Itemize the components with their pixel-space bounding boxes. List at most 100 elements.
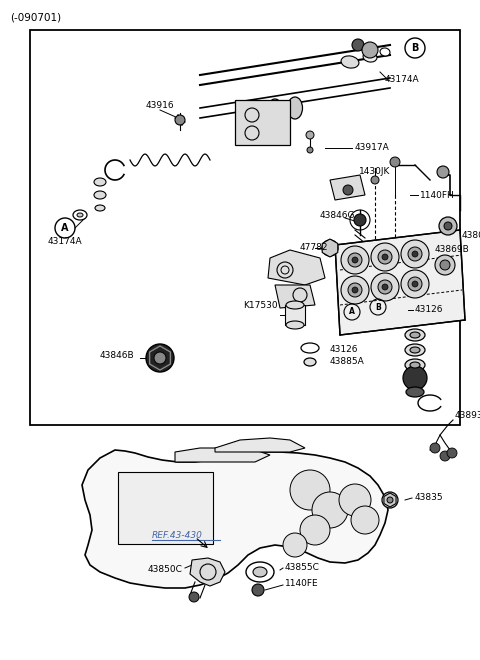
- Polygon shape: [268, 250, 325, 285]
- Ellipse shape: [304, 358, 316, 366]
- Circle shape: [430, 443, 440, 453]
- Polygon shape: [82, 450, 388, 588]
- Text: 43893A: 43893A: [455, 411, 480, 420]
- Ellipse shape: [406, 387, 424, 397]
- Polygon shape: [235, 100, 290, 145]
- Ellipse shape: [410, 347, 420, 353]
- Circle shape: [362, 42, 378, 58]
- Circle shape: [382, 284, 388, 290]
- Text: 43850C: 43850C: [148, 566, 183, 574]
- Circle shape: [300, 515, 330, 545]
- Circle shape: [440, 451, 450, 461]
- Ellipse shape: [410, 362, 420, 368]
- Circle shape: [352, 287, 358, 293]
- Ellipse shape: [94, 191, 106, 199]
- Text: 1140FH: 1140FH: [420, 191, 455, 199]
- Circle shape: [387, 497, 393, 503]
- Circle shape: [348, 253, 362, 267]
- Polygon shape: [322, 239, 338, 257]
- Polygon shape: [190, 558, 225, 586]
- Circle shape: [371, 273, 399, 301]
- Ellipse shape: [95, 205, 105, 211]
- Text: A: A: [349, 308, 355, 317]
- Polygon shape: [175, 448, 270, 462]
- Ellipse shape: [94, 178, 106, 186]
- Text: 43917A: 43917A: [355, 143, 390, 152]
- Circle shape: [382, 492, 398, 508]
- Circle shape: [339, 484, 371, 516]
- Text: 43846B: 43846B: [100, 350, 134, 360]
- Circle shape: [440, 260, 450, 270]
- Circle shape: [352, 39, 364, 51]
- Text: 1430JK: 1430JK: [360, 168, 391, 176]
- Circle shape: [412, 251, 418, 257]
- Circle shape: [341, 276, 369, 304]
- Ellipse shape: [77, 213, 83, 217]
- Circle shape: [343, 185, 353, 195]
- Ellipse shape: [288, 97, 302, 119]
- Circle shape: [401, 270, 429, 298]
- Circle shape: [444, 222, 452, 230]
- Circle shape: [348, 283, 362, 297]
- Text: B: B: [411, 43, 419, 53]
- Text: 43800D: 43800D: [462, 230, 480, 240]
- Text: 43126: 43126: [415, 306, 444, 315]
- Text: B: B: [375, 302, 381, 312]
- Circle shape: [146, 344, 174, 372]
- Circle shape: [312, 492, 348, 528]
- Ellipse shape: [405, 359, 425, 371]
- Circle shape: [175, 115, 185, 125]
- Text: 1140FE: 1140FE: [285, 579, 319, 589]
- Ellipse shape: [341, 56, 359, 68]
- Text: 47782: 47782: [300, 244, 328, 253]
- Circle shape: [352, 257, 358, 263]
- Circle shape: [403, 366, 427, 390]
- Text: A: A: [61, 223, 69, 233]
- Polygon shape: [384, 493, 396, 507]
- Circle shape: [408, 247, 422, 261]
- Circle shape: [382, 254, 388, 260]
- Ellipse shape: [380, 48, 390, 56]
- Bar: [118, 472, 213, 544]
- Text: K17530: K17530: [243, 300, 278, 310]
- Circle shape: [189, 592, 199, 602]
- Text: 43916: 43916: [146, 100, 174, 110]
- Ellipse shape: [253, 567, 267, 577]
- Circle shape: [412, 281, 418, 287]
- Circle shape: [439, 217, 457, 235]
- Ellipse shape: [267, 99, 283, 121]
- Text: 43174A: 43174A: [48, 238, 82, 246]
- Circle shape: [435, 255, 455, 275]
- Text: (-090701): (-090701): [10, 12, 61, 22]
- Polygon shape: [285, 305, 305, 325]
- Ellipse shape: [246, 562, 274, 582]
- Text: 43869B: 43869B: [435, 246, 470, 255]
- Circle shape: [307, 147, 313, 153]
- Text: 43846G: 43846G: [320, 211, 356, 220]
- Circle shape: [371, 243, 399, 271]
- Ellipse shape: [73, 210, 87, 220]
- Circle shape: [401, 240, 429, 268]
- Circle shape: [283, 533, 307, 557]
- Circle shape: [378, 280, 392, 294]
- Text: 43855C: 43855C: [285, 562, 320, 572]
- Text: 43835: 43835: [415, 494, 444, 502]
- Ellipse shape: [405, 344, 425, 356]
- Ellipse shape: [363, 52, 377, 62]
- Ellipse shape: [410, 332, 420, 338]
- Ellipse shape: [286, 301, 304, 309]
- Circle shape: [341, 246, 369, 274]
- Circle shape: [447, 448, 457, 458]
- Circle shape: [154, 352, 166, 364]
- Circle shape: [437, 166, 449, 178]
- Circle shape: [371, 176, 379, 184]
- Circle shape: [354, 214, 366, 226]
- Circle shape: [351, 506, 379, 534]
- Text: 43174A: 43174A: [385, 75, 420, 84]
- Circle shape: [390, 157, 400, 167]
- Circle shape: [252, 584, 264, 596]
- Text: 43126: 43126: [330, 345, 359, 354]
- Polygon shape: [215, 438, 305, 452]
- Polygon shape: [330, 175, 365, 200]
- Circle shape: [408, 277, 422, 291]
